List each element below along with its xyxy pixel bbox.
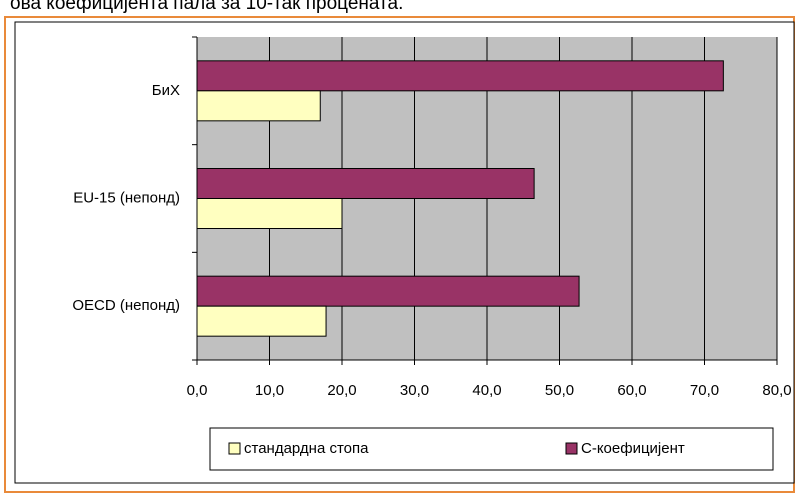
- bar: [196, 198, 343, 229]
- x-tick-label: 70,0: [690, 382, 719, 399]
- y-tick-label: EU-15 (непонд): [73, 189, 180, 206]
- legend-swatch: [565, 442, 578, 455]
- bar: [196, 90, 321, 122]
- x-tick-label: 60,0: [617, 382, 646, 399]
- caption: ова коефицијента пала за 10-так проценат…: [10, 0, 403, 14]
- y-tick-label: БиХ: [152, 82, 180, 99]
- bar: [196, 60, 724, 92]
- x-tick-label: 20,0: [327, 382, 356, 399]
- x-tick-label: 50,0: [545, 382, 574, 399]
- x-tick-label: 0,0: [187, 382, 208, 399]
- legend: [209, 427, 774, 471]
- legend-label: С-коефицијент: [581, 440, 685, 457]
- legend-swatch: [228, 442, 241, 455]
- legend-label: стандардна стопа: [244, 440, 369, 457]
- x-tick-label: 80,0: [762, 382, 791, 399]
- bar: [196, 275, 580, 307]
- y-tick-label: OECD (непонд): [72, 297, 180, 314]
- x-tick-label: 10,0: [255, 382, 284, 399]
- bar: [196, 305, 327, 337]
- x-tick-label: 30,0: [400, 382, 429, 399]
- x-tick-label: 40,0: [472, 382, 501, 399]
- bar: [196, 168, 535, 199]
